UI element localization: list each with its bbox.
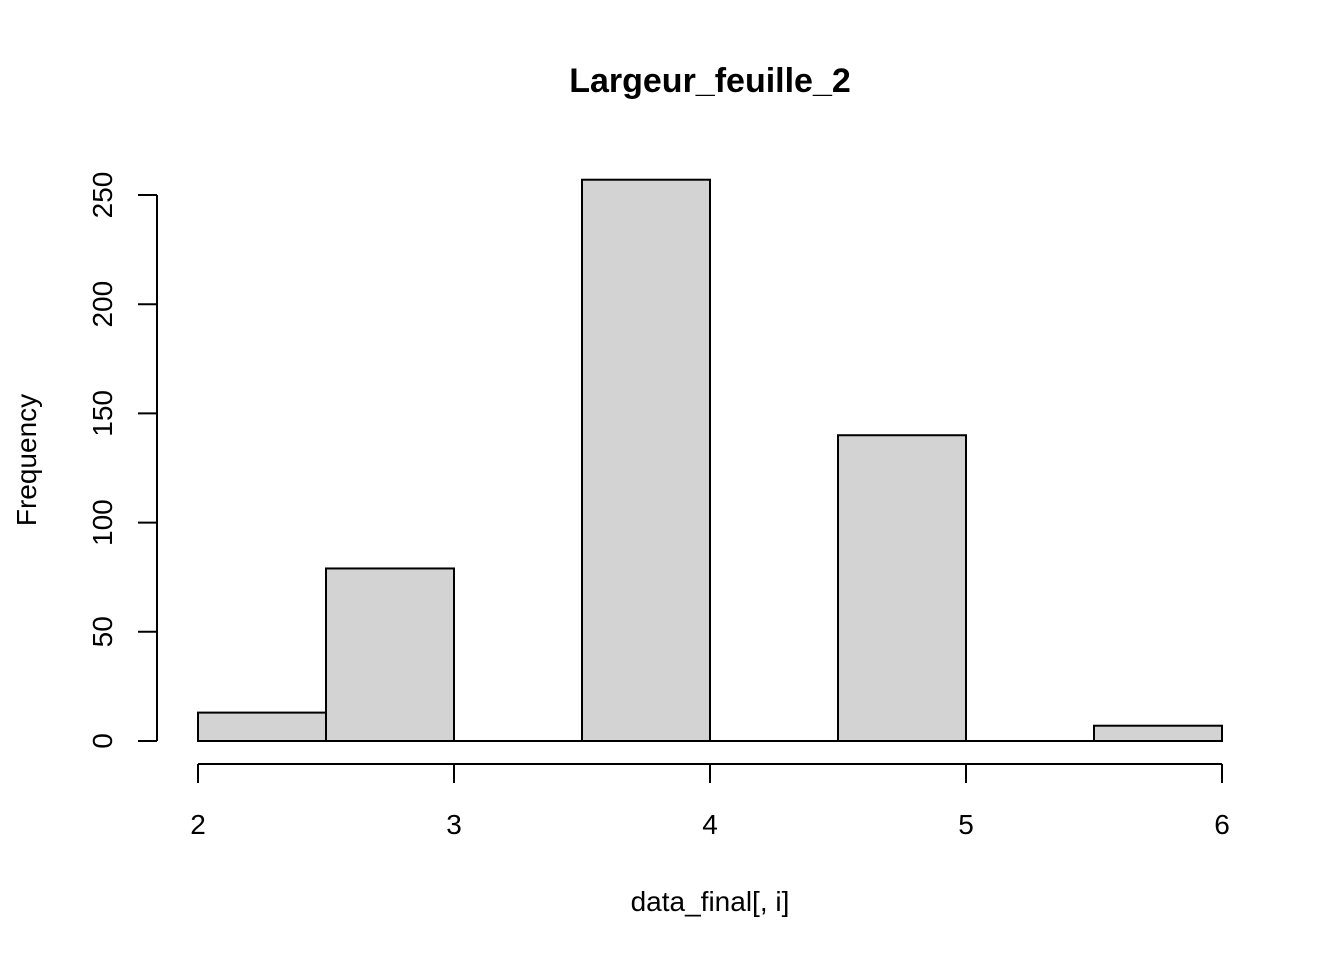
histogram-bar [1093,724,1223,742]
y-tick-label: 150 [87,390,118,437]
histogram-bar [837,434,967,742]
histogram-bar [581,178,711,743]
x-tick-label: 2 [190,809,206,840]
x-axis: 2 3 4 5 6 [190,763,1230,840]
bars-group [197,178,1223,743]
y-tick-label: 100 [87,499,118,546]
histogram-bar [325,567,455,742]
chart-title: Largeur_feuille_2 [569,62,851,100]
y-axis-label: Frequency [11,394,42,526]
histogram-bar [197,711,327,742]
y-axis: 0 50 100 150 200 250 [87,172,158,749]
x-tick-label: 6 [1214,809,1230,840]
y-tick-label: 0 [87,733,118,749]
x-axis-label: data_final[, i] [631,886,790,917]
y-tick-label: 50 [87,616,118,647]
x-tick-label: 4 [702,809,718,840]
x-tick-label: 3 [446,809,462,840]
y-tick-label: 250 [87,172,118,219]
x-tick-label: 5 [958,809,974,840]
y-tick-label: 200 [87,281,118,328]
